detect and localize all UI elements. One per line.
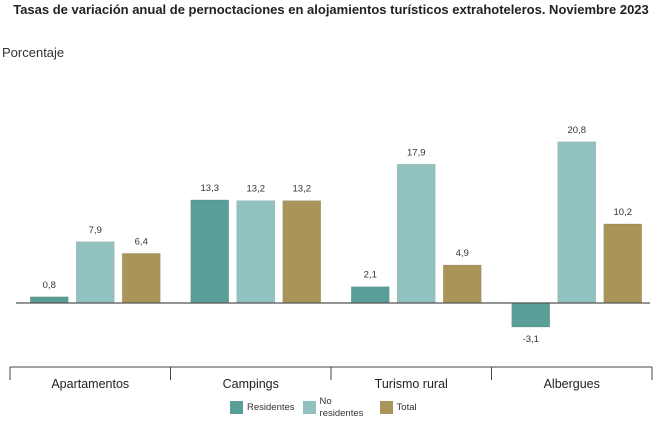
legend-swatch-residentes xyxy=(230,401,243,414)
data-label-residentes-campings: 13,3 xyxy=(201,183,220,194)
data-label-total-apartamentos: 6,4 xyxy=(135,236,148,247)
bar-residentes-albergues xyxy=(511,302,551,328)
data-label-residentes-apartamentos: 0,8 xyxy=(43,280,56,291)
bar-residentes-campings xyxy=(190,199,230,304)
legend: Residentes No residentes Total xyxy=(230,396,425,420)
data-label-no-residentes-turismo-rural: 17,9 xyxy=(407,147,426,158)
bar-no-residentes-campings xyxy=(236,200,276,304)
data-label-total-albergues: 10,2 xyxy=(614,207,633,218)
bar-total-albergues xyxy=(603,223,643,304)
legend-label-residentes: Residentes xyxy=(247,402,295,413)
data-label-residentes-albergues: -3,1 xyxy=(523,334,539,345)
data-label-no-residentes-albergues: 20,8 xyxy=(568,125,587,136)
data-label-total-turismo-rural: 4,9 xyxy=(456,248,469,259)
data-label-residentes-turismo-rural: 2,1 xyxy=(364,270,377,281)
data-label-no-residentes-campings: 13,2 xyxy=(247,184,266,195)
category-label-campings: Campings xyxy=(223,377,279,391)
bar-total-campings xyxy=(282,200,322,304)
bar-no-residentes-turismo-rural xyxy=(396,163,436,304)
data-label-total-campings: 13,2 xyxy=(293,184,312,195)
category-label-turismo-rural: Turismo rural xyxy=(375,377,448,391)
legend-label-total: Total xyxy=(396,402,417,413)
bar-no-residentes-apartamentos xyxy=(75,241,115,304)
bar-total-turismo-rural xyxy=(442,264,482,304)
bar-no-residentes-albergues xyxy=(557,141,597,304)
category-label-albergues: Albergues xyxy=(544,377,600,391)
legend-item-residentes: Residentes xyxy=(230,396,295,414)
bar-residentes-apartamentos xyxy=(29,296,69,304)
bar-residentes-turismo-rural xyxy=(350,286,390,304)
legend-swatch-total xyxy=(379,401,393,414)
legend-label-no-residentes: No residentes xyxy=(319,396,364,419)
legend-item-no-residentes: No residentes xyxy=(302,396,372,420)
legend-item-total: Total xyxy=(379,396,417,414)
y-axis-label: Porcentaje xyxy=(2,45,65,60)
data-label-no-residentes-apartamentos: 7,9 xyxy=(89,225,102,236)
bar-total-apartamentos xyxy=(121,253,161,304)
legend-swatch-no-residentes xyxy=(302,401,316,414)
chart-title: Tasas de variación anual de pernoctacion… xyxy=(13,2,649,17)
category-label-apartamentos: Apartamentos xyxy=(51,377,129,391)
